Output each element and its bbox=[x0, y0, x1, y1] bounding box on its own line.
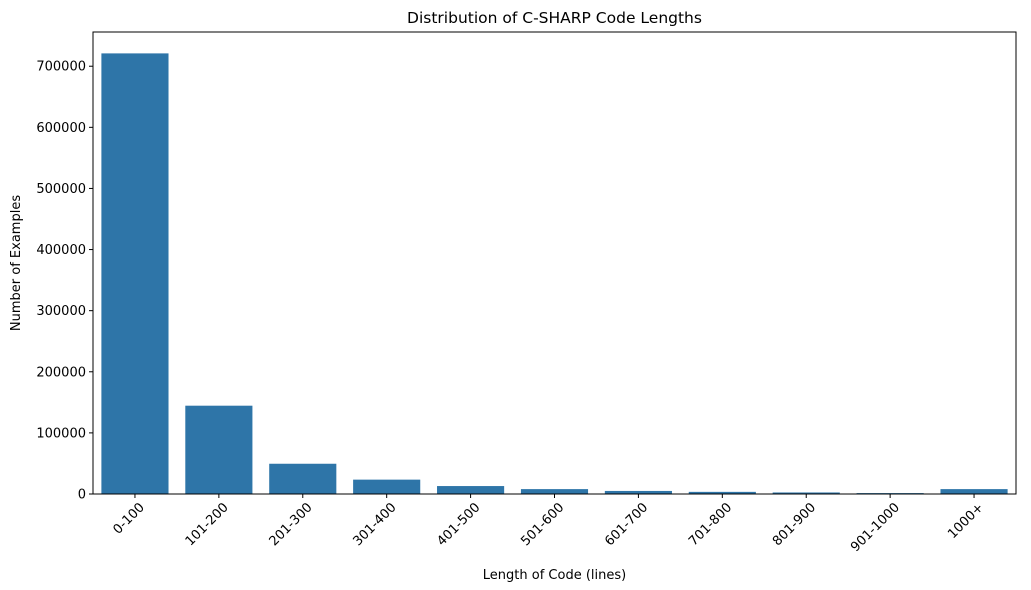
x-axis-ticks: 0-100 101-200 201-300 301-400 401-500 501-600… bbox=[110, 494, 987, 555]
chart-title: Distribution of C-SHARP Code Lengths bbox=[407, 9, 702, 27]
x-tick-label: 401-500 bbox=[434, 500, 483, 549]
x-tick-label: 801-900 bbox=[770, 500, 819, 549]
y-axis-ticks: 0 100000 200000 300000 400000 500000 600000 700… bbox=[36, 60, 93, 503]
x-tick-label: 1000+ bbox=[945, 500, 987, 542]
bar-1000+ bbox=[940, 489, 1008, 494]
plot-area-border bbox=[92, 31, 1017, 495]
y-tick-label: 500000 bbox=[36, 182, 86, 197]
bar-601-700 bbox=[604, 490, 672, 494]
bar-701-800 bbox=[688, 491, 756, 494]
x-axis-label: Length of Code (lines) bbox=[483, 568, 626, 583]
x-tick-label: 701-800 bbox=[686, 500, 735, 549]
y-tick-label: 400000 bbox=[36, 243, 86, 258]
axes-frame bbox=[92, 31, 1017, 495]
bar-101-200 bbox=[185, 405, 253, 494]
bar-301-400 bbox=[353, 479, 421, 494]
y-tick-label: 100000 bbox=[36, 426, 86, 441]
x-tick-label: 201-300 bbox=[267, 500, 316, 549]
y-tick-label: 600000 bbox=[36, 121, 86, 136]
bar-401-500 bbox=[437, 486, 505, 494]
x-tick-label: 101-200 bbox=[183, 500, 232, 549]
bar-201-300 bbox=[269, 463, 337, 494]
bar-0-100 bbox=[101, 53, 169, 495]
x-tick-label: 901-1000 bbox=[848, 500, 903, 555]
x-tick-label: 0-100 bbox=[110, 500, 147, 537]
y-tick-label: 700000 bbox=[36, 60, 86, 75]
bar-501-600 bbox=[520, 489, 589, 494]
bar-801-900 bbox=[772, 492, 840, 494]
x-tick-label: 301-400 bbox=[350, 500, 399, 549]
y-tick-label: 0 bbox=[78, 488, 86, 503]
x-tick-label: 601-700 bbox=[602, 500, 651, 549]
x-tick-label: 501-600 bbox=[518, 500, 567, 549]
bars-group bbox=[101, 53, 1008, 495]
y-tick-label: 200000 bbox=[36, 365, 86, 380]
y-axis-label: Number of Examples bbox=[9, 195, 24, 331]
y-tick-label: 300000 bbox=[36, 304, 86, 319]
